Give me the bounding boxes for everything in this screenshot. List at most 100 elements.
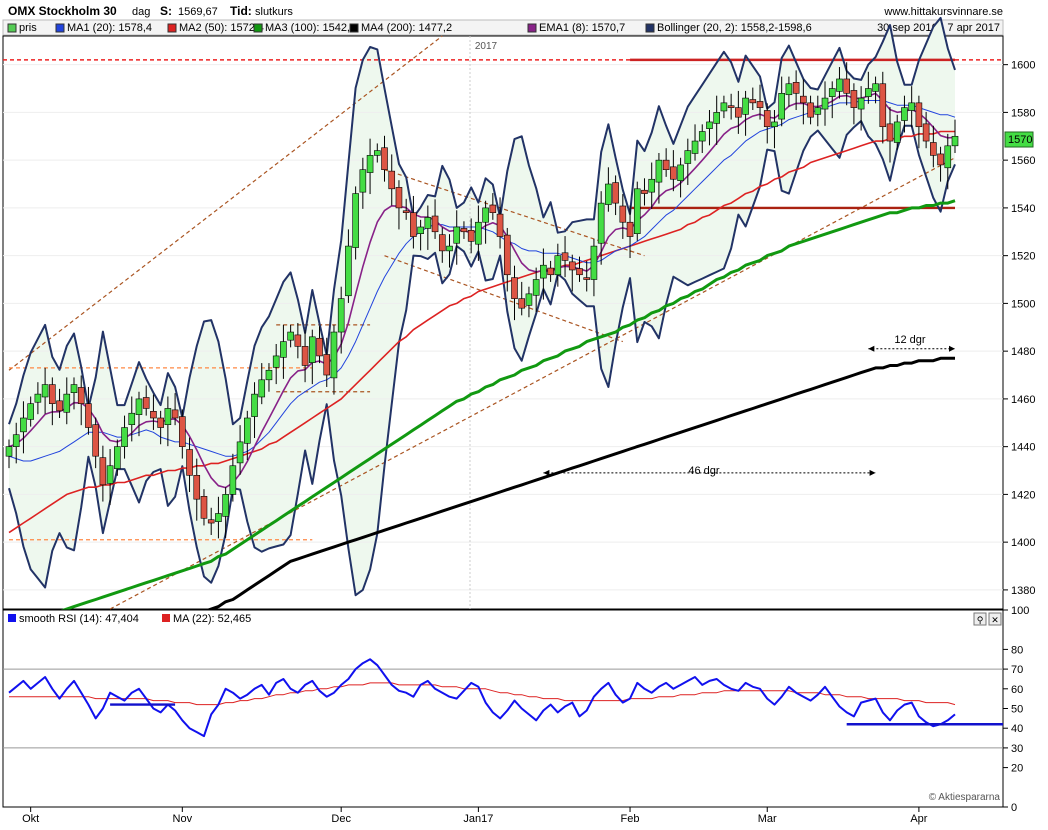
candle-body bbox=[872, 83, 879, 92]
candle-body bbox=[402, 210, 410, 213]
rsi-tick-label: 50 bbox=[1011, 704, 1023, 716]
s-label: S: bbox=[160, 4, 172, 18]
y-tick-label: 1520 bbox=[1011, 251, 1035, 263]
candle-body bbox=[843, 78, 850, 94]
bollinger-upper-line bbox=[8, 16, 956, 426]
candle-body bbox=[713, 112, 720, 124]
candle-body bbox=[850, 90, 858, 108]
candle-body bbox=[467, 230, 475, 242]
rsi-tick-label: 40 bbox=[1011, 723, 1023, 735]
candle-body bbox=[258, 379, 266, 398]
candle-body bbox=[698, 131, 706, 142]
candle-body bbox=[121, 427, 128, 447]
candle-body bbox=[12, 434, 20, 447]
rsi-tick-label: 70 bbox=[1011, 664, 1023, 676]
candle-body bbox=[612, 182, 619, 204]
candle-body bbox=[893, 121, 901, 143]
candle-body bbox=[366, 155, 374, 173]
site-label: www.hittakursvinnare.se bbox=[883, 6, 1003, 18]
legend-swatch bbox=[7, 23, 17, 33]
candle-body bbox=[597, 202, 605, 244]
candle-body bbox=[930, 142, 937, 156]
candle-body bbox=[287, 331, 294, 341]
x-tick-label: Dec bbox=[331, 813, 351, 825]
candle-body bbox=[330, 331, 338, 379]
candle-body bbox=[749, 99, 757, 104]
rsi-tick-label: 80 bbox=[1011, 644, 1023, 656]
candle-body bbox=[272, 355, 280, 368]
candle-body bbox=[951, 135, 959, 147]
legend-entry: MA3 (100): 1542,8 bbox=[265, 22, 356, 34]
legend-swatch bbox=[527, 23, 537, 33]
candle-body bbox=[41, 384, 49, 398]
candle-body bbox=[222, 494, 229, 517]
channel-upper-line bbox=[8, 35, 443, 371]
candle-body bbox=[193, 474, 201, 500]
x-tick-label: Okt bbox=[22, 813, 39, 825]
candle-body bbox=[424, 217, 432, 229]
candle-body bbox=[655, 159, 663, 183]
candle-body bbox=[70, 384, 78, 393]
candle-body bbox=[34, 393, 42, 403]
last-price-text: 1570 bbox=[1008, 134, 1032, 146]
candle-body bbox=[865, 88, 872, 97]
candle-body bbox=[142, 397, 150, 409]
candle-body bbox=[179, 416, 186, 447]
candle-body bbox=[164, 408, 172, 425]
candles bbox=[5, 62, 959, 539]
candle-body bbox=[886, 123, 894, 142]
candle-body bbox=[742, 97, 749, 115]
candle-body bbox=[547, 267, 554, 276]
zoom-button[interactable] bbox=[973, 612, 987, 626]
candle-body bbox=[294, 334, 302, 347]
candle-body bbox=[114, 446, 121, 469]
candle-body bbox=[280, 341, 287, 358]
candle-body bbox=[251, 393, 258, 417]
candle-body bbox=[316, 337, 323, 357]
candle-body bbox=[388, 170, 396, 190]
candle-body bbox=[438, 234, 446, 252]
last-price-tag: 1570 bbox=[1004, 131, 1034, 148]
y-tick-label: 1600 bbox=[1011, 60, 1035, 72]
legend-entry: MA1 (20): 1578,4 bbox=[67, 22, 152, 34]
candle-body bbox=[937, 153, 944, 166]
legend-swatch bbox=[167, 23, 177, 33]
candle-body bbox=[489, 204, 497, 213]
candle-body bbox=[337, 298, 345, 333]
candle-body bbox=[49, 384, 56, 404]
candle-body bbox=[814, 107, 822, 115]
close-panel-button[interactable] bbox=[988, 612, 1002, 626]
candle-body bbox=[778, 93, 785, 120]
rsi-axis: 0 20 30 40 50 60 70 80 100 bbox=[1003, 605, 1029, 814]
candle-body bbox=[244, 417, 251, 444]
legend: pris MA1 (20): 1578,4 MA2 (50): 1572,4 MA3 … bbox=[7, 22, 812, 34]
candle-body bbox=[518, 298, 526, 309]
candle-body bbox=[944, 145, 952, 169]
legend-entry: EMA1 (8): 1570,7 bbox=[539, 22, 625, 34]
candle-body bbox=[807, 102, 814, 118]
candle-body bbox=[236, 441, 244, 464]
candle-body bbox=[503, 234, 511, 276]
legend-bar bbox=[2, 19, 1004, 36]
rsi-legend-entry: smooth RSI (14): 47,404 bbox=[19, 613, 139, 625]
rsi-tick-label: 20 bbox=[1011, 763, 1023, 775]
candle-body bbox=[857, 97, 865, 110]
candle-body bbox=[157, 417, 164, 428]
y-tick-label: 1380 bbox=[1011, 585, 1035, 597]
candle-body bbox=[446, 245, 453, 252]
candle-body bbox=[373, 150, 381, 156]
rsi-legend-swatch bbox=[8, 614, 16, 622]
candle-body bbox=[670, 166, 677, 180]
candle-body bbox=[576, 268, 583, 276]
candle-body bbox=[763, 110, 771, 128]
rsi-grid bbox=[3, 668, 1003, 749]
x-tick-label: Mar bbox=[758, 813, 777, 825]
tid-label: Tid: bbox=[230, 4, 252, 18]
candle-body bbox=[215, 513, 222, 522]
candle-body bbox=[20, 417, 27, 433]
s-value: 1569,67 bbox=[178, 6, 218, 18]
tid-value: slutkurs bbox=[255, 6, 293, 18]
candle-body bbox=[633, 188, 641, 234]
chart-title: OMX Stockholm 30 bbox=[8, 4, 117, 18]
candle-body bbox=[431, 215, 439, 233]
